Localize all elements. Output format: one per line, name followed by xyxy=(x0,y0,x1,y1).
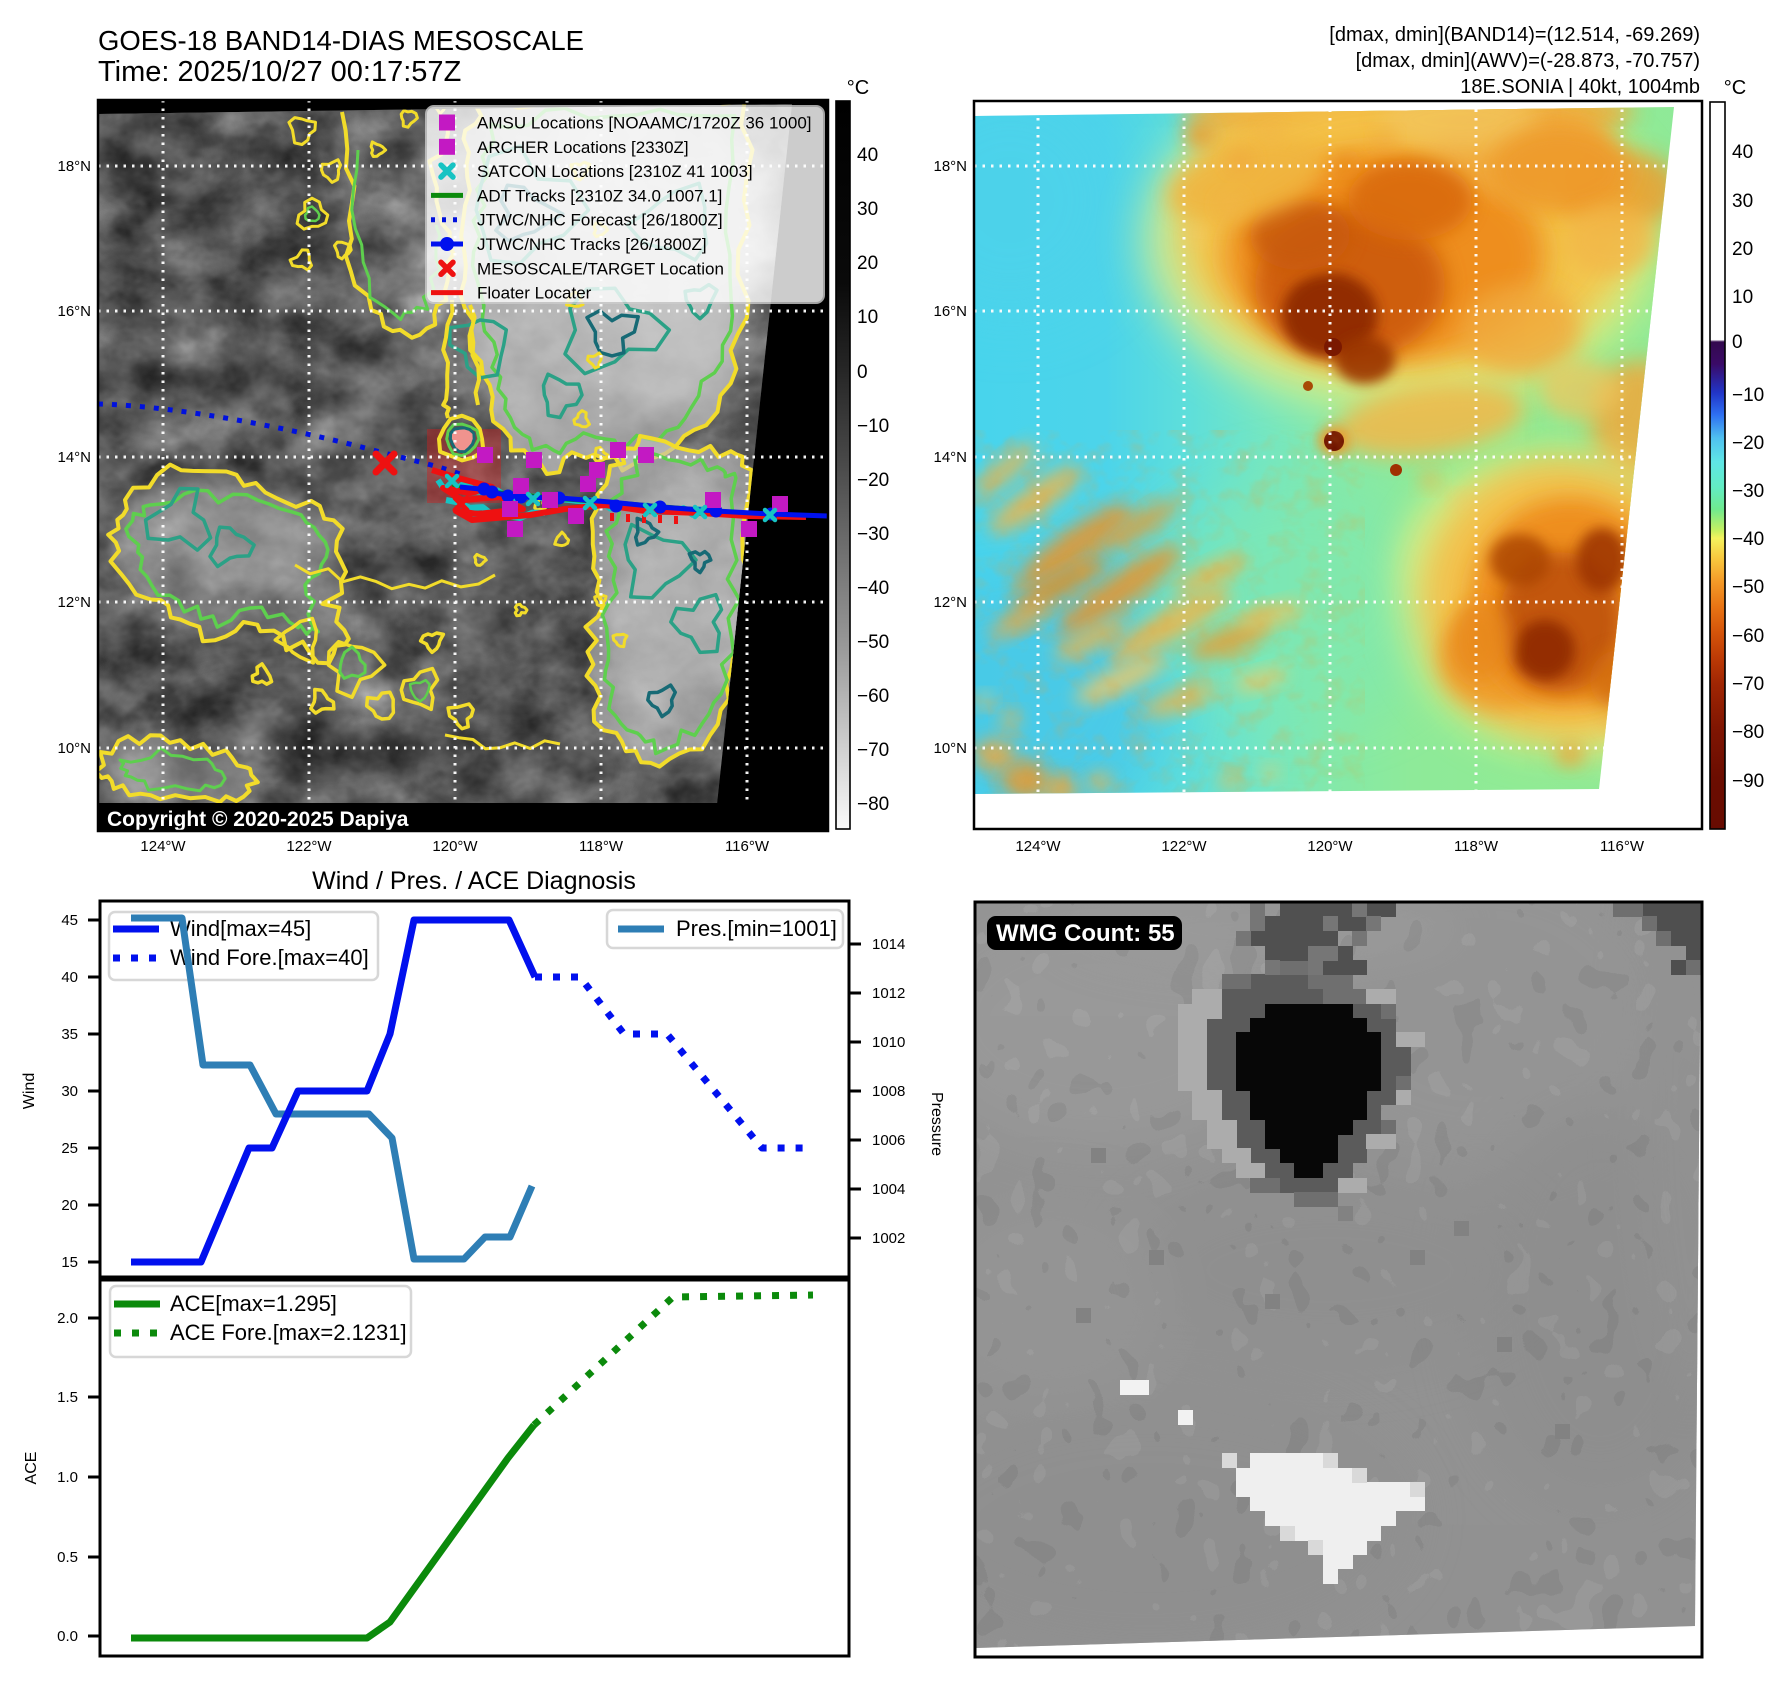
svg-text:1004: 1004 xyxy=(872,1181,905,1198)
svg-text:−20: −20 xyxy=(1732,433,1764,454)
svg-text:120°W: 120°W xyxy=(432,838,478,855)
svg-text:116°W: 116°W xyxy=(725,838,770,855)
svg-text:−70: −70 xyxy=(1732,674,1764,695)
svg-text:Wind / Pres. / ACE Diagnosis: Wind / Pres. / ACE Diagnosis xyxy=(312,867,636,895)
svg-text:−50: −50 xyxy=(1732,577,1764,598)
svg-text:40: 40 xyxy=(857,145,878,166)
svg-text:ARCHER Locations [2330Z]: ARCHER Locations [2330Z] xyxy=(477,138,689,157)
svg-text:−10: −10 xyxy=(1732,385,1764,406)
svg-text:−60: −60 xyxy=(857,686,889,707)
svg-text:1008: 1008 xyxy=(872,1083,905,1100)
svg-text:30: 30 xyxy=(857,199,878,220)
svg-text:Wind[max=45]: Wind[max=45] xyxy=(170,916,311,941)
svg-text:Pressure: Pressure xyxy=(928,1092,945,1156)
svg-text:0.5: 0.5 xyxy=(57,1549,78,1566)
svg-text:15: 15 xyxy=(61,1254,78,1271)
svg-text:ACE Fore.[max=2.1231]: ACE Fore.[max=2.1231] xyxy=(170,1320,407,1345)
svg-text:12°N: 12°N xyxy=(933,594,967,611)
svg-text:40: 40 xyxy=(61,969,78,986)
svg-text:1002: 1002 xyxy=(872,1230,905,1247)
svg-text:1.5: 1.5 xyxy=(57,1389,78,1406)
svg-text:118°W: 118°W xyxy=(1454,838,1499,855)
svg-text:122°W: 122°W xyxy=(286,838,332,855)
svg-text:20: 20 xyxy=(857,253,878,274)
svg-text:10°N: 10°N xyxy=(57,740,91,757)
svg-text:−20: −20 xyxy=(857,470,889,491)
svg-text:°C: °C xyxy=(847,77,869,99)
svg-text:25: 25 xyxy=(61,1140,78,1157)
svg-text:−30: −30 xyxy=(1732,481,1764,502)
svg-text:30: 30 xyxy=(61,1083,78,1100)
svg-text:AMSU Locations [NOAAMC/1720Z 3: AMSU Locations [NOAAMC/1720Z 36 1000] xyxy=(477,114,812,133)
svg-text:−80: −80 xyxy=(1732,722,1764,743)
svg-text:122°W: 122°W xyxy=(1161,838,1207,855)
svg-text:40: 40 xyxy=(1732,142,1753,163)
svg-text:−40: −40 xyxy=(1732,529,1764,550)
svg-text:−30: −30 xyxy=(857,524,889,545)
svg-text:Wind Fore.[max=40]: Wind Fore.[max=40] xyxy=(170,945,369,970)
svg-text:1012: 1012 xyxy=(872,985,905,1002)
svg-text:124°W: 124°W xyxy=(1015,838,1061,855)
svg-text:10: 10 xyxy=(857,307,878,328)
svg-text:14°N: 14°N xyxy=(57,449,91,466)
svg-text:WMG Count: 55: WMG Count: 55 xyxy=(996,920,1175,947)
svg-text:10: 10 xyxy=(1732,287,1753,308)
svg-text:124°W: 124°W xyxy=(140,838,186,855)
svg-text:30: 30 xyxy=(1732,191,1753,212)
svg-text:1014: 1014 xyxy=(872,936,905,953)
svg-text:−50: −50 xyxy=(857,632,889,653)
svg-text:MESOSCALE/TARGET Location: MESOSCALE/TARGET Location xyxy=(477,259,724,278)
svg-text:20: 20 xyxy=(1732,239,1753,260)
svg-text:120°W: 120°W xyxy=(1307,838,1353,855)
svg-text:SATCON Locations [2310Z 41 100: SATCON Locations [2310Z 41 1003] xyxy=(477,162,753,181)
svg-text:Pres.[min=1001]: Pres.[min=1001] xyxy=(676,916,837,941)
svg-text:1010: 1010 xyxy=(872,1034,905,1051)
svg-text:20: 20 xyxy=(61,1197,78,1214)
svg-text:−10: −10 xyxy=(857,416,889,437)
svg-text:Time: 2025/10/27 00:17:57Z: Time: 2025/10/27 00:17:57Z xyxy=(98,56,461,88)
svg-text:GOES-18 BAND14-DIAS MESOSCALE: GOES-18 BAND14-DIAS MESOSCALE xyxy=(98,25,584,56)
svg-text:−40: −40 xyxy=(857,578,889,599)
svg-text:35: 35 xyxy=(61,1026,78,1043)
svg-text:116°W: 116°W xyxy=(1600,838,1645,855)
svg-text:14°N: 14°N xyxy=(933,449,967,466)
svg-text:10°N: 10°N xyxy=(933,740,967,757)
svg-text:12°N: 12°N xyxy=(57,594,91,611)
svg-text:ACE: ACE xyxy=(23,1452,40,1485)
svg-text:[dmax, dmin](BAND14)=(12.514,: [dmax, dmin](BAND14)=(12.514, -69.269) xyxy=(1329,24,1700,46)
svg-text:[dmax, dmin](AWV)=(-28.873, -7: [dmax, dmin](AWV)=(-28.873, -70.757) xyxy=(1356,50,1700,72)
svg-text:JTWC/NHC Tracks [26/1800Z]: JTWC/NHC Tracks [26/1800Z] xyxy=(477,235,707,254)
svg-text:−80: −80 xyxy=(857,794,889,815)
svg-text:0: 0 xyxy=(857,362,868,383)
svg-text:0.0: 0.0 xyxy=(57,1628,78,1645)
svg-text:−90: −90 xyxy=(1732,771,1764,792)
svg-text:JTWC/NHC Forecast [26/1800Z]: JTWC/NHC Forecast [26/1800Z] xyxy=(477,211,723,230)
svg-text:45: 45 xyxy=(61,912,78,929)
svg-text:0: 0 xyxy=(1732,332,1743,353)
svg-text:16°N: 16°N xyxy=(57,303,91,320)
svg-text:Wind: Wind xyxy=(21,1073,38,1109)
svg-text:18E.SONIA | 40kt, 1004mb: 18E.SONIA | 40kt, 1004mb xyxy=(1460,76,1700,98)
svg-text:Floater Locater: Floater Locater xyxy=(477,284,592,303)
svg-text:ADT Tracks [2310Z 34.0 1007.1]: ADT Tracks [2310Z 34.0 1007.1] xyxy=(477,186,722,205)
svg-text:18°N: 18°N xyxy=(933,158,967,175)
svg-text:°C: °C xyxy=(1724,77,1746,99)
svg-text:1006: 1006 xyxy=(872,1132,905,1149)
svg-text:−70: −70 xyxy=(857,740,889,761)
svg-text:Copyright © 2020-2025 Dapiya: Copyright © 2020-2025 Dapiya xyxy=(107,808,409,831)
svg-text:1.0: 1.0 xyxy=(57,1469,78,1486)
svg-text:ACE[max=1.295]: ACE[max=1.295] xyxy=(170,1291,337,1316)
svg-text:18°N: 18°N xyxy=(57,158,91,175)
svg-text:−60: −60 xyxy=(1732,626,1764,647)
svg-text:2.0: 2.0 xyxy=(57,1310,78,1327)
svg-text:16°N: 16°N xyxy=(933,303,967,320)
svg-text:118°W: 118°W xyxy=(579,838,624,855)
